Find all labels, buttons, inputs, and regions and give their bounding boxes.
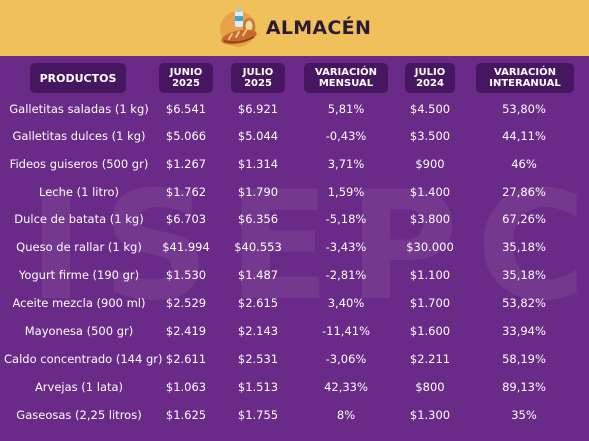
monthly-variation: -0,43% — [325, 129, 367, 143]
product-name: Galletitas saladas (1 kg) — [9, 102, 149, 116]
monthly-variation: -11,41% — [322, 324, 370, 338]
product-name: Queso de rallar (1 kg) — [16, 240, 142, 254]
table-row: Yogurt firme (190 gr) $1.530 $1.487 -2,8… — [0, 262, 589, 288]
price-june-2025: $1.267 — [165, 157, 207, 171]
product-name: Yogurt firme (190 gr) — [18, 268, 140, 282]
yearly-variation: 44,11% — [502, 129, 546, 143]
price-july-2025: $2.615 — [237, 296, 279, 310]
title-banner-background — [0, 0, 589, 56]
product-name: Arvejas (1 lata) — [34, 380, 124, 394]
price-june-2025: $41.994 — [162, 240, 210, 254]
price-july-2025: $1.314 — [237, 157, 279, 171]
header-julio-2025: JULIO 2025 — [231, 63, 285, 93]
yearly-variation: 67,26% — [502, 212, 546, 226]
product-name: Fideos guiseros (500 gr) — [9, 157, 149, 171]
price-july-2025: $2.143 — [237, 324, 279, 338]
product-name: Aceite mezcla (900 ml) — [12, 296, 146, 310]
monthly-variation: 8% — [336, 408, 356, 422]
price-july-2025: $6.921 — [237, 102, 279, 116]
price-july-2024: $1.300 — [409, 408, 451, 422]
yearly-variation: 53,82% — [502, 296, 546, 310]
table-header: PRODUCTOS JUNIO 2025 JULIO 2025 VARIACIÓN M… — [0, 60, 589, 96]
yearly-variation: 46% — [511, 157, 537, 171]
price-june-2025: $5.066 — [165, 129, 207, 143]
page-title: ALMACÉN — [265, 17, 372, 39]
price-july-2024: $1.400 — [409, 185, 451, 199]
yearly-variation: 89,13% — [502, 380, 546, 394]
price-july-2024: $1.600 — [409, 324, 451, 338]
price-july-2024: $800 — [415, 380, 445, 394]
monthly-variation: -5,18% — [325, 212, 367, 226]
price-june-2025: $1.625 — [165, 408, 207, 422]
product-name: Gaseosas (2,25 litros) — [16, 408, 142, 422]
table-row: Queso de rallar (1 kg) $41.994 $40.553 -… — [0, 234, 589, 260]
price-july-2024: $4.500 — [409, 102, 451, 116]
bread-basket-icon — [218, 6, 262, 50]
price-june-2025: $2.611 — [165, 352, 207, 366]
table-row: Leche (1 litro) $1.762 $1.790 1,59% $1.4… — [0, 179, 589, 205]
header-productos: PRODUCTOS — [30, 63, 126, 93]
title-group: ALMACÉN — [218, 6, 371, 50]
price-july-2025: $1.487 — [237, 268, 279, 282]
price-july-2025: $1.755 — [237, 408, 279, 422]
price-july-2025: $2.531 — [237, 352, 279, 366]
price-july-2024: $2.211 — [409, 352, 451, 366]
yearly-variation: 35,18% — [502, 240, 546, 254]
price-july-2024: $1.700 — [409, 296, 451, 310]
table-row: Aceite mezcla (900 ml) $2.529 $2.615 3,4… — [0, 290, 589, 316]
header-junio-2025: JUNIO 2025 — [159, 63, 213, 93]
monthly-variation: 3,40% — [327, 296, 365, 310]
monthly-variation: -2,81% — [325, 268, 367, 282]
price-june-2025: $6.703 — [165, 212, 207, 226]
table-row: Caldo concentrado (144 gr) $2.611 $2.531… — [0, 346, 589, 372]
monthly-variation: -3,06% — [325, 352, 367, 366]
price-july-2024: $30.000 — [406, 240, 454, 254]
yearly-variation: 35% — [511, 408, 537, 422]
table-row: Galletitas saladas (1 kg) $6.541 $6.921 … — [0, 96, 589, 122]
price-june-2025: $6.541 — [165, 102, 207, 116]
price-july-2025: $1.790 — [237, 185, 279, 199]
product-name: Galletitas dulces (1 kg) — [12, 129, 146, 143]
yearly-variation: 53,80% — [502, 102, 546, 116]
price-june-2025: $1.063 — [165, 380, 207, 394]
price-june-2025: $1.762 — [165, 185, 207, 199]
monthly-variation: 1,59% — [327, 185, 365, 199]
header-variacion-mensual: VARIACIÓN MENSUAL — [304, 63, 388, 93]
price-july-2024: $3.500 — [409, 129, 451, 143]
price-june-2025: $2.529 — [165, 296, 207, 310]
price-july-2024: $900 — [415, 157, 445, 171]
table-row: Gaseosas (2,25 litros) $1.625 $1.755 8% … — [0, 402, 589, 428]
table-row: Fideos guiseros (500 gr) $1.267 $1.314 3… — [0, 151, 589, 177]
price-july-2025: $6.356 — [237, 212, 279, 226]
price-july-2024: $3.800 — [409, 212, 451, 226]
table-row: Mayonesa (500 gr) $2.419 $2.143 -11,41% … — [0, 318, 589, 344]
monthly-variation: 5,81% — [327, 102, 365, 116]
monthly-variation: -3,43% — [325, 240, 367, 254]
header-variacion-interanual: VARIACIÓN INTERANUAL — [476, 63, 574, 93]
price-july-2025: $1.513 — [237, 380, 279, 394]
yearly-variation: 58,19% — [502, 352, 546, 366]
price-june-2025: $1.530 — [165, 268, 207, 282]
product-name: Leche (1 litro) — [39, 185, 119, 199]
yearly-variation: 35,18% — [502, 268, 546, 282]
product-name: Caldo concentrado (144 gr) — [4, 352, 163, 366]
monthly-variation: 42,33% — [324, 380, 368, 394]
product-name: Mayonesa (500 gr) — [24, 324, 134, 338]
price-july-2024: $1.100 — [409, 268, 451, 282]
yearly-variation: 27,86% — [502, 185, 546, 199]
header-julio-2024: JULIO 2024 — [405, 63, 455, 93]
yearly-variation: 33,94% — [502, 324, 546, 338]
monthly-variation: 3,71% — [327, 157, 365, 171]
table-row: Arvejas (1 lata) $1.063 $1.513 42,33% $8… — [0, 374, 589, 400]
table-row: Dulce de batata (1 kg) $6.703 $6.356 -5,… — [0, 206, 589, 232]
product-name: Dulce de batata (1 kg) — [14, 212, 144, 226]
price-july-2025: $40.553 — [234, 240, 282, 254]
table-row: Galletitas dulces (1 kg) $5.066 $5.044 -… — [0, 123, 589, 149]
title-banner: ALMACÉN — [0, 0, 589, 56]
price-july-2025: $5.044 — [237, 129, 279, 143]
price-june-2025: $2.419 — [165, 324, 207, 338]
